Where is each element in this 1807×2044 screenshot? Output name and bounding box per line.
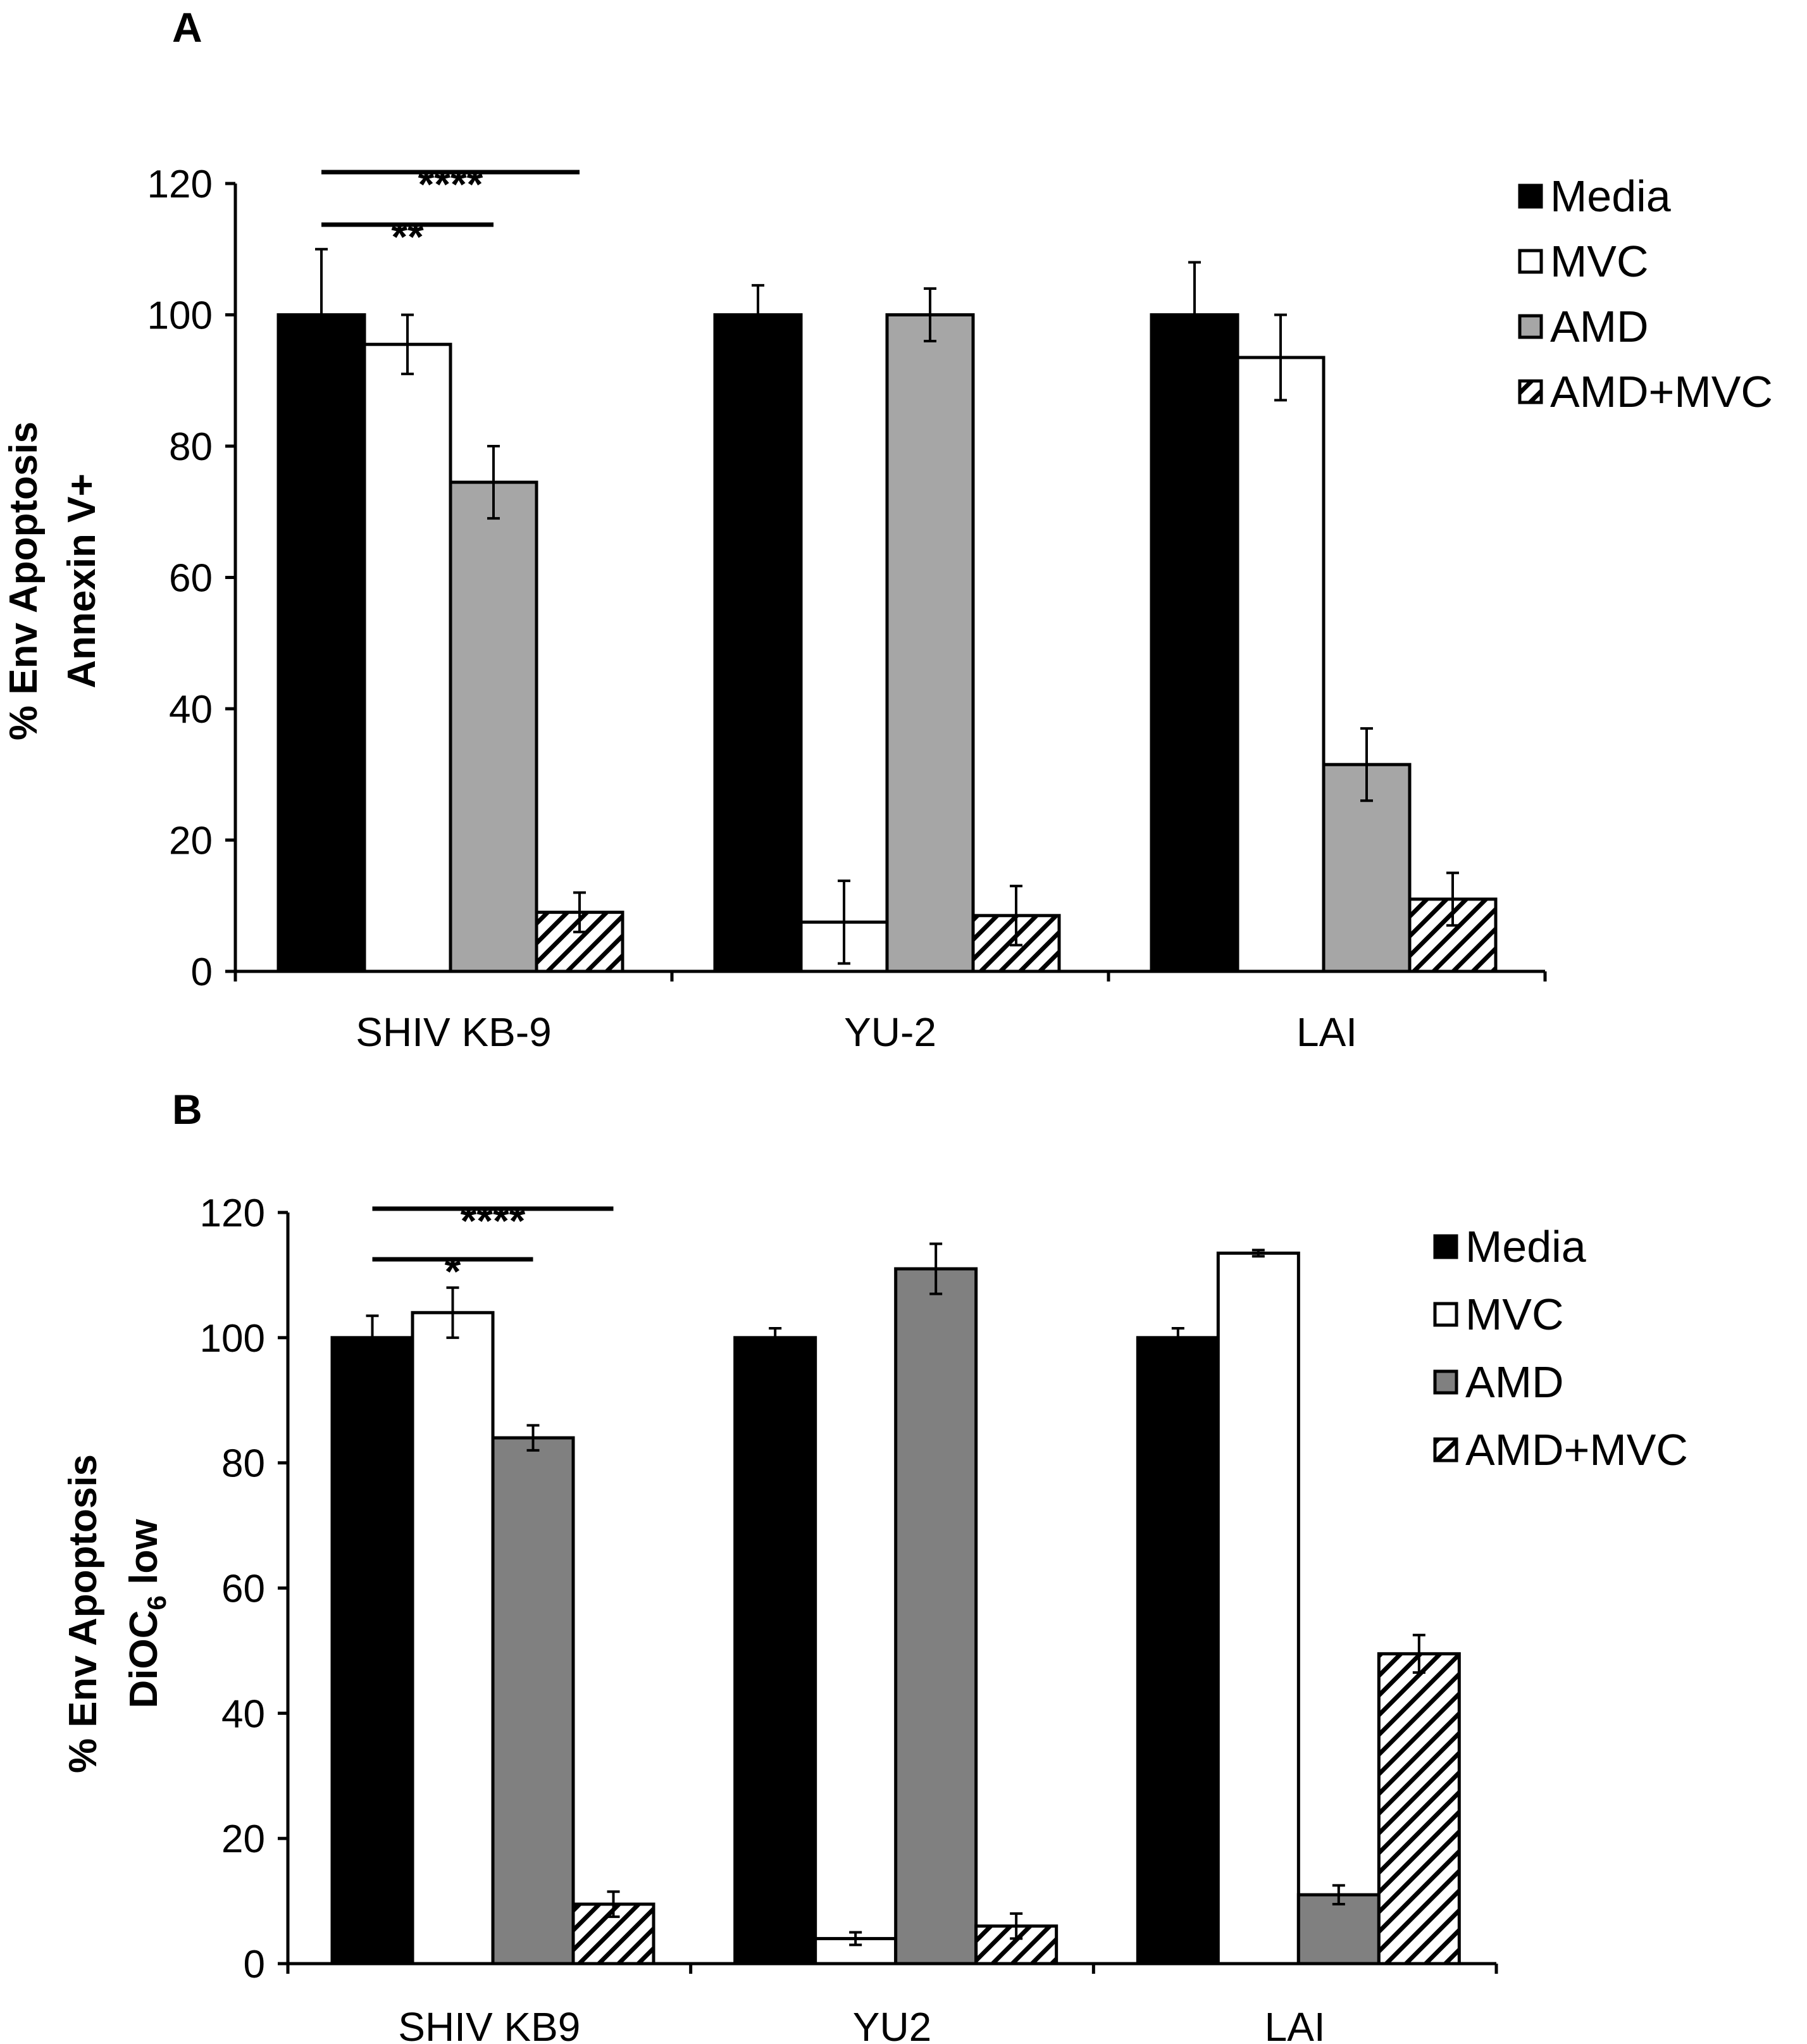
panel-b-y-axis-label: % Env Apoptosis DiOC6 low [61,1454,171,1773]
legend-label: Media [1550,171,1671,221]
bar-mvc [1236,356,1326,973]
significance-label: * [445,1248,461,1295]
y-tick-label: 60 [221,1567,265,1611]
bar-mvc [411,1311,495,1966]
significance-label: **** [418,161,483,208]
panel-b-letter: B [172,1086,202,1133]
bar-media [733,1336,817,1966]
y-tick-label: 0 [244,1943,265,1986]
bar-amd-plus-mvc [1377,1652,1461,1966]
legend-swatch [1518,249,1543,274]
x-category-label: YU-2 [844,1009,936,1055]
significance-label: **** [461,1197,526,1244]
y-tick-label: 20 [169,819,213,863]
y-tick-label: 100 [147,294,213,338]
panel-a-legend: Media MVC AMD AMD+MVC [1518,171,1773,416]
panel-b-ylabel-line1: % Env Apoptosis [61,1454,105,1773]
panel-b-ylabel-line2: DiOC6 low [122,1519,171,1709]
legend-label: AMD [1550,302,1649,351]
bar-amd [491,1436,575,1966]
panel-a-letter: A [172,4,202,51]
bar-mvc [363,342,452,973]
panel-b-ylabel-post: low [122,1519,166,1595]
y-tick-label: 0 [191,950,213,994]
y-tick-label: 40 [169,688,213,732]
y-tick-label: 100 [200,1317,265,1361]
legend-swatch [1518,379,1543,404]
bar-media [713,313,803,973]
panel-b-ylabel-pre: DiOC [122,1610,166,1708]
y-tick-label: 120 [200,1192,265,1235]
legend-swatch [1518,314,1543,339]
y-tick-label: 120 [147,163,213,206]
legend-label: Media [1465,1222,1586,1271]
legend-swatch [1433,1302,1458,1327]
legend-swatch [1433,1234,1458,1259]
panel-a-ylabel-line1: % Env Apoptosis [2,421,46,740]
bar-amd [885,313,975,973]
bar-media [1150,313,1239,973]
x-category-label: LAI [1265,2004,1326,2044]
bar-media [276,313,366,973]
legend-swatch [1518,184,1543,209]
panel-b-plot: 0 20 40 60 80 100 120 SHIV KB9 YU2 LAI ***** [200,1192,1498,2044]
y-tick-label: 20 [221,1817,265,1861]
panel-b-ylabel-sub: 6 [142,1595,171,1610]
x-category-label: SHIV KB-9 [356,1009,551,1055]
bar-amd [894,1267,978,1966]
x-category-label: YU2 [853,2004,932,2044]
x-category-label: LAI [1296,1009,1357,1055]
bar-amd [1296,1893,1381,1966]
panel-a-y-axis-label: % Env Apoptosis Annexin V+ [2,421,104,740]
legend-label: AMD [1465,1357,1564,1407]
y-tick-label: 60 [169,557,213,601]
significance-label: ** [391,213,424,260]
bar-media [330,1336,414,1966]
y-tick-label: 80 [221,1442,265,1486]
panel-a: A % Env Apoptosis Annexin V+ 0 20 40 60 80 10… [2,4,1773,1055]
legend-swatch [1433,1437,1458,1462]
legend-label: MVC [1465,1290,1564,1339]
bar-mvc [1216,1251,1300,1966]
legend-label: AMD+MVC [1550,367,1773,416]
legend-label: MVC [1550,237,1649,286]
x-category-label: SHIV KB9 [398,2004,580,2044]
panel-b-legend: Media MVC AMD AMD+MVC [1433,1222,1688,1474]
legend-swatch [1433,1369,1458,1395]
y-tick-label: 40 [221,1692,265,1736]
panel-b: B % Env Apoptosis DiOC6 low 0 20 40 60 80 100… [61,1086,1688,2044]
panel-a-ylabel-line2: Annexin V+ [60,473,104,688]
y-tick-label: 80 [169,425,213,469]
bar-media [1136,1336,1220,1966]
legend-label: AMD+MVC [1465,1425,1688,1474]
bar-amd [449,480,538,973]
